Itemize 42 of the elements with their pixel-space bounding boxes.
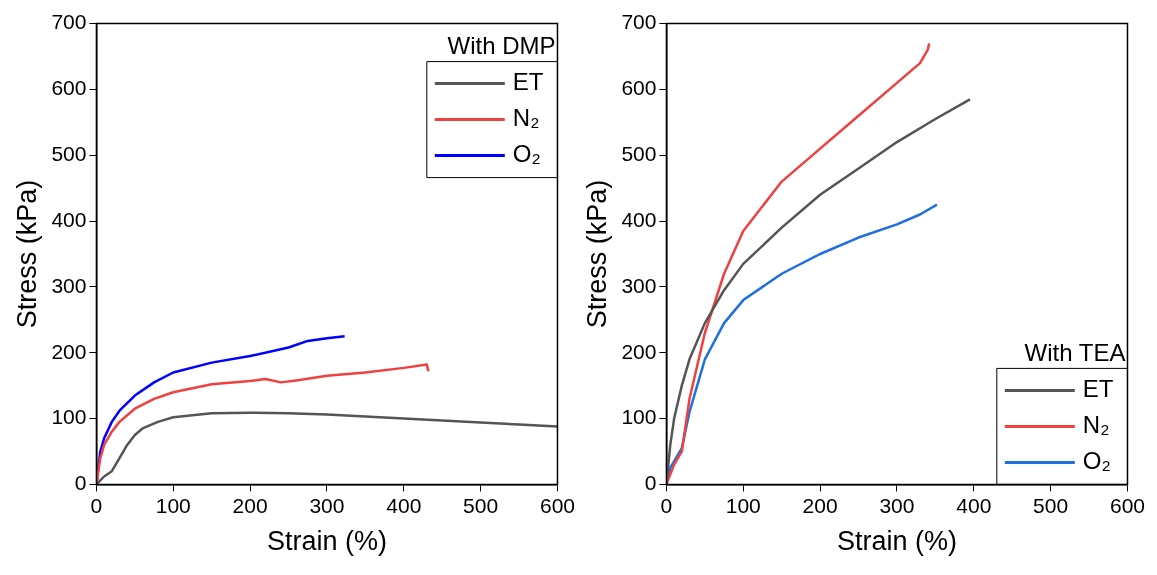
x-tick-label: 600 xyxy=(1109,493,1145,517)
y-tick-label: 300 xyxy=(51,273,87,297)
x-tick-label: 300 xyxy=(879,493,915,517)
legend-title: With DMP xyxy=(447,32,556,60)
x-tick-label: 100 xyxy=(725,493,761,517)
legend-label: O₂ xyxy=(512,140,541,168)
y-tick-label: 600 xyxy=(51,76,87,100)
x-tick-label: 0 xyxy=(90,493,103,517)
x-tick-label: 300 xyxy=(309,493,345,517)
y-tick-label: 200 xyxy=(621,339,657,363)
x-tick-label: 400 xyxy=(956,493,992,517)
x-tick-label: 100 xyxy=(155,493,191,517)
y-tick-label: 500 xyxy=(621,142,657,166)
legend-label: ET xyxy=(1082,375,1114,403)
x-tick-label: 400 xyxy=(386,493,422,517)
x-tick-label: 500 xyxy=(1033,493,1069,517)
legend-title: With TEA xyxy=(1024,339,1126,367)
x-tick-label: 500 xyxy=(463,493,499,517)
y-tick-label: 400 xyxy=(621,207,657,231)
y-axis-title: Stress (kPa) xyxy=(11,179,42,329)
y-tick-label: 0 xyxy=(74,471,87,495)
y-tick-label: 200 xyxy=(51,339,87,363)
x-axis-title: Strain (%) xyxy=(266,526,387,557)
x-tick-label: 0 xyxy=(660,493,673,517)
y-tick-label: 0 xyxy=(644,471,657,495)
y-tick-label: 100 xyxy=(621,405,657,429)
y-tick-label: 400 xyxy=(51,207,87,231)
y-tick-label: 300 xyxy=(621,273,657,297)
y-tick-label: 700 xyxy=(51,10,87,34)
y-tick-label: 100 xyxy=(51,405,87,429)
x-tick-label: 200 xyxy=(232,493,268,517)
x-tick-label: 600 xyxy=(539,493,575,517)
y-tick-label: 500 xyxy=(51,142,87,166)
y-tick-label: 600 xyxy=(621,76,657,100)
legend-label: O₂ xyxy=(1082,447,1111,475)
x-axis-title: Strain (%) xyxy=(836,526,957,557)
y-axis-title: Stress (kPa) xyxy=(581,179,612,329)
legend-label: N₂ xyxy=(512,104,540,132)
legend-label: N₂ xyxy=(1082,411,1110,439)
legend-label: ET xyxy=(512,68,544,96)
y-tick-label: 700 xyxy=(621,10,657,34)
x-tick-label: 200 xyxy=(802,493,838,517)
